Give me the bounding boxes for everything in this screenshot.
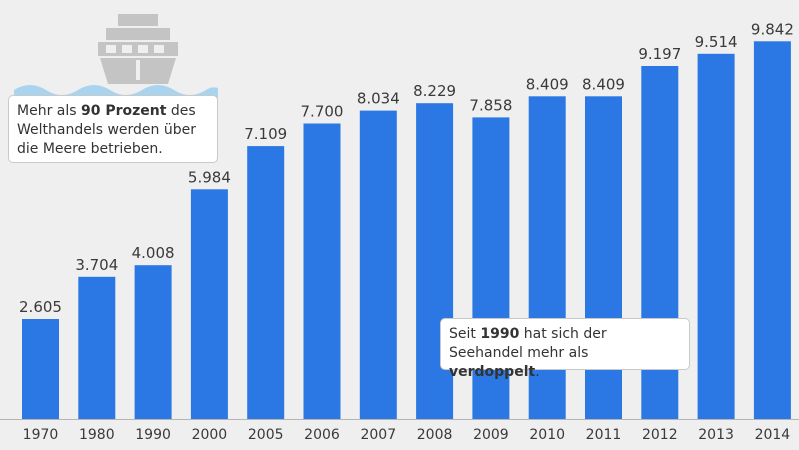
tick-label-2007: 2007 — [360, 427, 396, 443]
value-label-2000: 5.984 — [188, 168, 231, 186]
value-label-2012: 9.197 — [638, 45, 681, 63]
tick-label-2010: 2010 — [529, 427, 565, 443]
tick-label-2006: 2006 — [304, 427, 340, 443]
tick-label-2000: 2000 — [192, 427, 228, 443]
bar-2006 — [303, 123, 341, 419]
bar-2007 — [359, 110, 397, 419]
annotation-doubling: Seit 1990 hat sich der Seehandel mehr al… — [440, 318, 690, 380]
tick-label-2013: 2013 — [698, 427, 734, 443]
tick-label-2012: 2012 — [642, 427, 678, 443]
value-label-2005: 7.109 — [244, 125, 287, 143]
bar-1970 — [22, 319, 59, 419]
value-label-2013: 9.514 — [695, 33, 738, 51]
tick-label-1970: 1970 — [23, 427, 59, 443]
tick-label-2011: 2011 — [586, 427, 622, 443]
value-label-2014: 9.842 — [751, 20, 794, 38]
annotation-sea-trade-share: Mehr als 90 Prozent des Welthandels werd… — [8, 95, 218, 163]
bar-2005 — [247, 146, 285, 419]
value-label-2009: 7.858 — [469, 96, 512, 114]
tick-label-1990: 1990 — [135, 427, 171, 443]
tick-label-2008: 2008 — [417, 427, 453, 443]
bar-2000 — [190, 189, 228, 419]
value-label-2006: 7.700 — [301, 103, 344, 121]
tick-label-2009: 2009 — [473, 427, 509, 443]
value-label-2010: 8.409 — [526, 75, 569, 93]
bar-1980 — [78, 276, 116, 419]
value-label-2007: 8.034 — [357, 90, 400, 108]
bar-2013 — [697, 53, 735, 420]
bar-2014 — [753, 41, 791, 420]
value-label-2008: 8.229 — [413, 82, 456, 100]
waves-icon — [14, 85, 218, 98]
tick-label-2014: 2014 — [755, 427, 791, 443]
value-label-1990: 4.008 — [132, 244, 175, 262]
bar-1990 — [134, 265, 172, 419]
value-label-1980: 3.704 — [75, 256, 118, 274]
value-label-1970: 2.605 — [19, 298, 62, 316]
value-label-2011: 8.409 — [582, 75, 625, 93]
tick-label-2005: 2005 — [248, 427, 284, 443]
tick-label-1980: 1980 — [79, 427, 115, 443]
